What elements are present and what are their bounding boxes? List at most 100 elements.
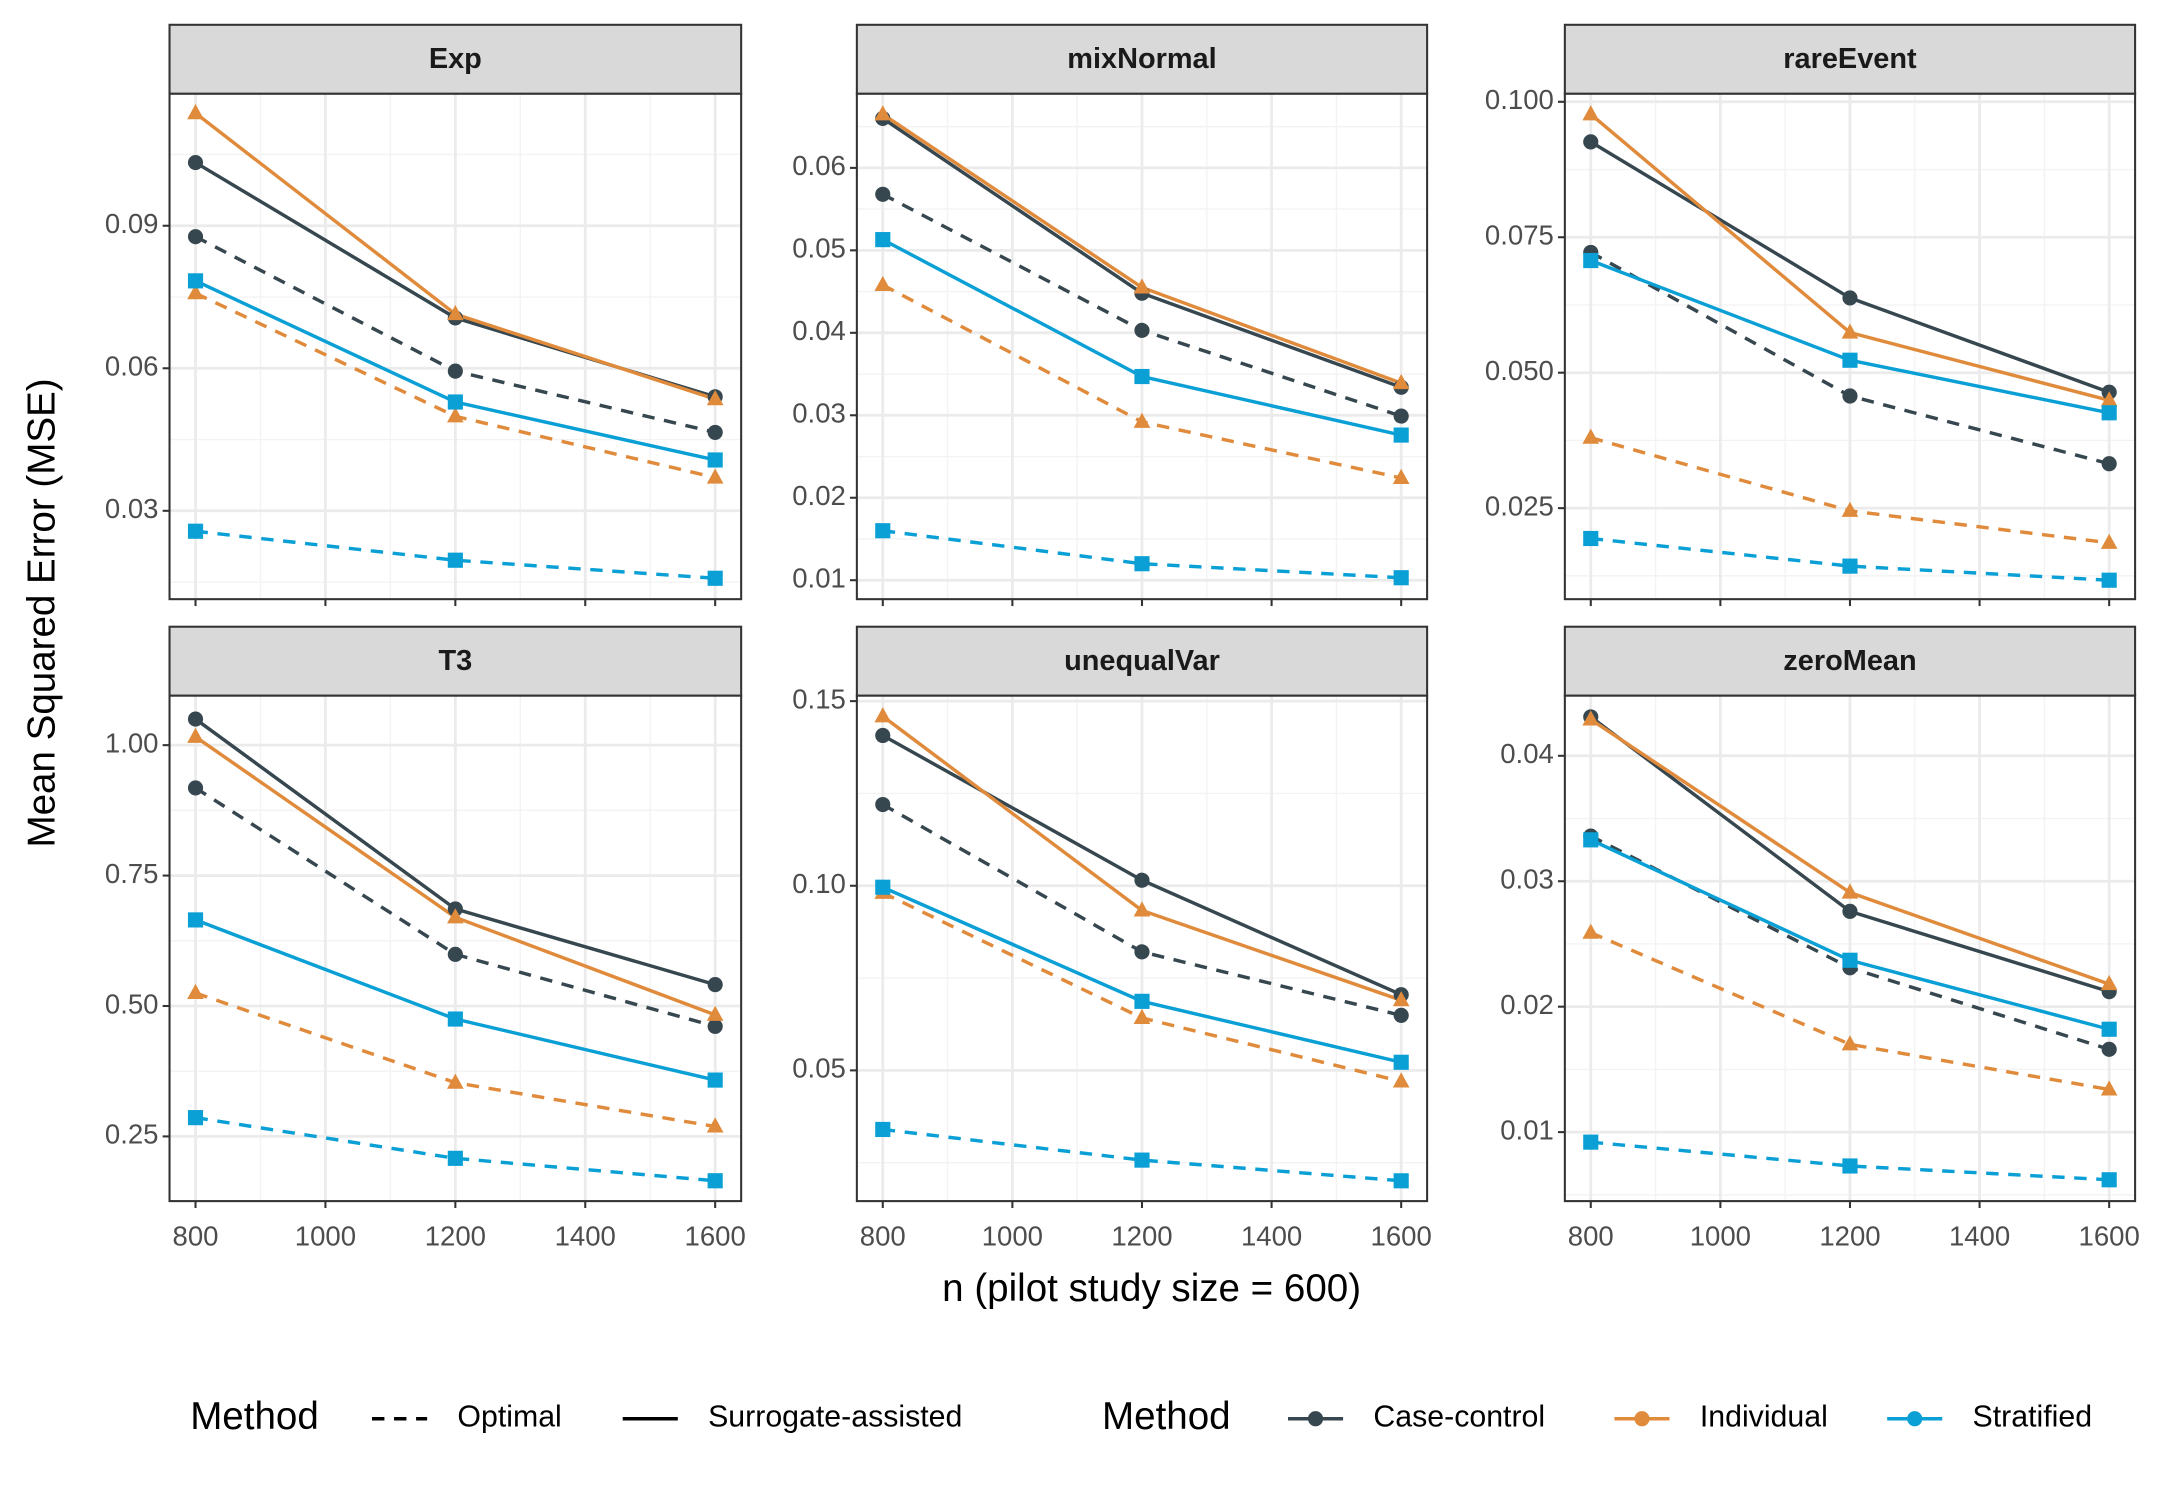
marker bbox=[1392, 468, 1410, 485]
marker bbox=[1842, 558, 1858, 574]
marker bbox=[1841, 501, 1859, 517]
marker bbox=[875, 796, 891, 813]
panel-title: mixNormal bbox=[1067, 43, 1216, 75]
panel-title: zeroMean bbox=[1783, 645, 1916, 677]
marker bbox=[707, 977, 723, 993]
marker bbox=[1583, 832, 1599, 848]
marker bbox=[1134, 322, 1150, 338]
marker bbox=[1393, 1007, 1409, 1023]
marker bbox=[1583, 530, 1599, 547]
marker bbox=[1842, 290, 1858, 306]
series-line bbox=[1590, 931, 2110, 1092]
marker bbox=[1393, 1054, 1409, 1070]
marker bbox=[1842, 903, 1858, 919]
legend-key-marker bbox=[1307, 1411, 1324, 1427]
y-tick-label: 0.025 bbox=[1485, 490, 1554, 521]
marker bbox=[707, 570, 723, 586]
x-tick-label: 1400 bbox=[1241, 1221, 1302, 1252]
y-tick-label: 0.100 bbox=[1485, 84, 1554, 115]
y-tick-label: 0.03 bbox=[792, 398, 846, 429]
marker bbox=[1582, 428, 1600, 444]
y-tick-label: 0.050 bbox=[1485, 355, 1554, 386]
y-tick-label: 0.01 bbox=[792, 562, 846, 593]
y-tick-label: 0.03 bbox=[105, 493, 159, 524]
strip bbox=[1563, 23, 2137, 95]
marker bbox=[447, 946, 463, 962]
marker bbox=[706, 390, 724, 406]
y-tick-label: 0.02 bbox=[792, 480, 846, 511]
y-tick-label: 0.075 bbox=[1485, 220, 1554, 251]
marker bbox=[1583, 134, 1599, 150]
marker bbox=[187, 273, 204, 289]
x-tick-label: 1200 bbox=[425, 1221, 486, 1252]
marker bbox=[875, 727, 891, 744]
marker bbox=[875, 232, 891, 248]
marker bbox=[874, 105, 892, 121]
marker bbox=[1842, 388, 1858, 404]
marker bbox=[1133, 1008, 1151, 1025]
marker bbox=[1393, 427, 1409, 443]
legend-label: Stratified bbox=[1973, 1401, 2093, 1434]
marker bbox=[1841, 883, 1859, 899]
legend-label: Surrogate-assisted bbox=[708, 1401, 962, 1434]
marker bbox=[2101, 405, 2117, 421]
marker bbox=[447, 1073, 464, 1089]
marker bbox=[1133, 278, 1151, 294]
marker bbox=[2101, 456, 2117, 472]
y-tick-label: 0.15 bbox=[792, 683, 846, 714]
legend-label: Case-control bbox=[1373, 1401, 1545, 1434]
strip bbox=[168, 625, 743, 697]
x-tick-label: 800 bbox=[1568, 1221, 1614, 1252]
y-tick-label: 0.25 bbox=[105, 1119, 159, 1150]
x-tick-label: 1600 bbox=[2079, 1221, 2140, 1252]
legend-key-marker bbox=[1634, 1411, 1650, 1427]
marker bbox=[706, 468, 724, 484]
strip bbox=[168, 23, 743, 95]
marker bbox=[187, 284, 204, 300]
x-tick-label: 1000 bbox=[295, 1221, 356, 1252]
x-tick-label: 800 bbox=[860, 1221, 906, 1252]
marker bbox=[1583, 1134, 1599, 1150]
x-tick-label: 1600 bbox=[685, 1221, 746, 1252]
marker bbox=[1582, 710, 1600, 726]
marker bbox=[2101, 1021, 2117, 1037]
marker bbox=[187, 983, 204, 1000]
y-tick-label: 0.02 bbox=[1500, 989, 1554, 1020]
marker bbox=[1134, 993, 1150, 1009]
marker bbox=[1582, 105, 1600, 121]
marker bbox=[1582, 923, 1600, 939]
legend-title: Method bbox=[190, 1395, 319, 1438]
marker bbox=[187, 1110, 204, 1126]
marker bbox=[2100, 391, 2118, 407]
y-tick-label: 0.10 bbox=[792, 868, 846, 899]
marker bbox=[706, 1005, 724, 1021]
marker bbox=[447, 552, 463, 568]
marker bbox=[447, 407, 464, 423]
marker bbox=[1134, 944, 1150, 960]
marker bbox=[1134, 368, 1150, 385]
marker bbox=[1842, 1158, 1858, 1174]
x-tick-label: 1200 bbox=[1111, 1221, 1172, 1252]
marker bbox=[707, 1173, 723, 1189]
panel-title: unequalVar bbox=[1064, 645, 1220, 677]
marker bbox=[187, 912, 204, 928]
marker bbox=[1842, 952, 1858, 968]
panel-title: Exp bbox=[429, 43, 482, 75]
marker bbox=[706, 1117, 724, 1133]
strip bbox=[855, 23, 1429, 95]
y-tick-label: 0.05 bbox=[792, 1053, 846, 1084]
marker bbox=[1583, 252, 1599, 269]
strip bbox=[1563, 625, 2137, 697]
x-axis-title: n (pilot study size = 600) bbox=[942, 1267, 1361, 1310]
y-tick-label: 0.09 bbox=[105, 208, 159, 239]
panel-title: rareEvent bbox=[1783, 43, 1917, 75]
marker bbox=[1134, 556, 1150, 572]
x-tick-label: 800 bbox=[173, 1221, 219, 1252]
marker bbox=[2100, 1080, 2118, 1096]
y-tick-label: 0.04 bbox=[1500, 738, 1554, 769]
marker bbox=[875, 186, 891, 202]
strip bbox=[855, 625, 1429, 697]
x-tick-label: 1600 bbox=[1371, 1221, 1432, 1252]
marker bbox=[875, 879, 891, 895]
y-axis-title: Mean Squared Error (MSE) bbox=[20, 378, 63, 847]
